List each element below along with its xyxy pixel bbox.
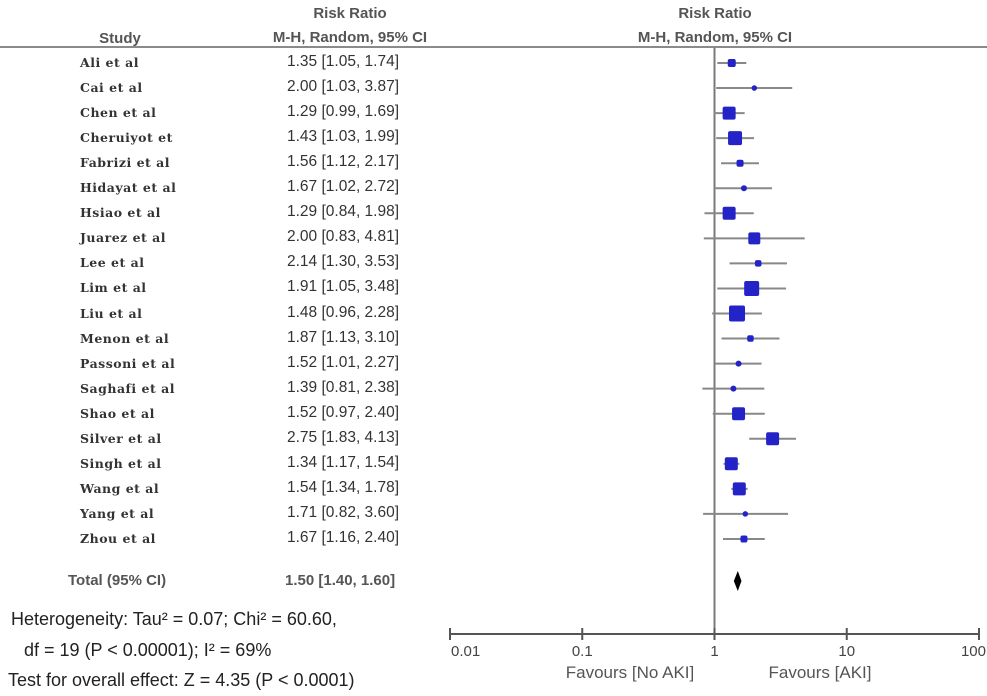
favours-right-label: Favours [AKI] [769,663,872,682]
total-label: Total (95% CI) [68,572,167,589]
plot-col-header-line1: Risk Ratio [678,5,752,22]
study-marker [735,360,742,367]
study-marker [732,482,746,496]
study-risk-ratio: 1.91 [1.05, 3.48] [287,278,400,296]
study-name: Fabrizi et al [80,155,170,171]
study-name: Zhou et al [80,530,156,546]
study-marker [740,535,748,543]
study-name: Menon et al [80,330,170,346]
study-marker [751,85,758,91]
study-risk-ratio: 1.56 [1.12, 2.17] [287,153,400,171]
study-marker [722,206,736,220]
study-marker [729,305,746,322]
study-name: Lee et al [80,255,145,271]
study-risk-ratio: 1.48 [0.96, 2.28] [287,303,400,321]
study-name: Ali et al [80,55,139,70]
total-value: 1.50 [1.40, 1.60] [285,572,396,589]
study-risk-ratio: 1.87 [1.13, 3.10] [287,328,400,346]
header-divider [0,46,987,48]
study-marker [728,131,743,146]
study-risk-ratio: 2.00 [0.83, 4.81] [287,228,400,246]
study-marker [740,185,747,192]
x-axis-tick-label: 10 [838,643,855,660]
study-marker [736,159,744,167]
heterogeneity-line2: df = 19 (P < 0.00001); I² = 69% [24,640,272,660]
study-name: Chen et al [80,105,157,121]
value-col-header-line2: M-H, Random, 95% CI [272,29,428,46]
study-marker [722,106,736,120]
value-col-header-line1: Risk Ratio [313,5,387,22]
study-name: Passoni et al [80,355,176,371]
study-risk-ratio: 1.52 [0.97, 2.40] [287,403,400,421]
overall-effect: Test for overall effect: Z = 4.35 (P < 0… [8,670,355,690]
study-risk-ratio: 1.29 [0.84, 1.98] [287,203,400,221]
study-name: Juarez et al [80,230,167,246]
study-risk-ratio: 1.67 [1.16, 2.40] [287,528,400,546]
study-name: Wang et al [80,480,160,496]
study-col-header: Study [99,30,141,47]
study-name: Yang et al [80,505,155,521]
study-marker [766,432,780,446]
study-marker [727,59,736,67]
study-risk-ratio: 1.35 [1.05, 1.74] [287,53,400,70]
study-risk-ratio: 1.71 [0.82, 3.60] [287,503,400,521]
study-marker [754,260,762,267]
study-risk-ratio: 2.00 [1.03, 3.87] [287,78,400,96]
study-marker [748,232,761,245]
study-name: Cheruiyot et [80,130,173,146]
study-risk-ratio: 1.54 [1.34, 1.78] [287,478,400,496]
total-diamond [733,571,742,591]
study-name: Hidayat et al [80,180,177,196]
study-marker [732,407,746,421]
x-axis-tick-label: 0.1 [572,643,593,660]
plot-col-header-line2: M-H, Random, 95% CI [637,29,793,46]
study-name: Liu et al [80,305,143,321]
study-name: Silver et al [80,430,162,446]
x-axis-tick-label: 0.01 [451,643,480,660]
study-name: Hsiao et al [80,205,161,221]
study-name: Lim et al [80,280,147,296]
study-risk-ratio: 1.29 [0.99, 1.69] [287,103,400,121]
study-name: Cai et al [80,80,143,96]
study-name: Saghafi et al [80,380,175,396]
heterogeneity-line1: Heterogeneity: Tau² = 0.07; Chi² = 60.60… [11,609,337,629]
study-name: Singh et al [80,455,162,471]
study-marker [730,385,737,392]
study-marker [744,280,760,296]
study-marker [724,457,738,471]
study-risk-ratio: 1.34 [1.17, 1.54] [287,453,400,471]
study-risk-ratio: 1.39 [0.81, 2.38] [287,378,400,396]
study-risk-ratio: 1.52 [1.01, 2.27] [287,353,400,371]
study-risk-ratio: 1.43 [1.03, 1.99] [287,128,400,146]
study-risk-ratio: 2.14 [1.30, 3.53] [287,253,400,271]
study-risk-ratio: 2.75 [1.83, 4.13] [287,428,400,446]
x-axis-tick-label: 1 [710,643,718,660]
study-marker [742,511,749,517]
x-axis-tick-label: 100 [961,643,986,660]
favours-left-label: Favours [No AKI] [566,663,695,682]
study-risk-ratio: 1.67 [1.02, 2.72] [287,178,400,196]
study-marker [747,335,754,342]
study-name: Shao et al [80,405,155,421]
